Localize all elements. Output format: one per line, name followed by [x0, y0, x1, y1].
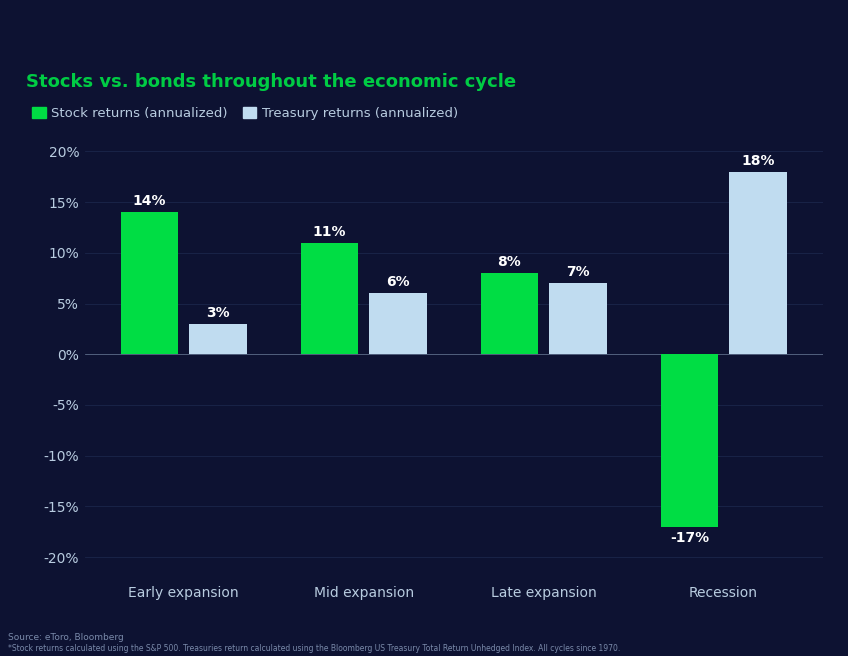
Bar	[301, 243, 359, 354]
Bar	[729, 172, 787, 354]
Bar	[481, 273, 538, 354]
Text: 11%: 11%	[313, 224, 346, 239]
Bar	[120, 213, 178, 354]
Text: 6%: 6%	[386, 276, 410, 289]
Bar	[369, 293, 427, 354]
Bar	[549, 283, 606, 354]
Text: -17%: -17%	[670, 531, 709, 544]
Text: Stocks vs. bonds throughout the economic cycle: Stocks vs. bonds throughout the economic…	[25, 73, 516, 91]
Bar	[189, 324, 247, 354]
Text: 7%: 7%	[566, 265, 589, 279]
Text: Source: eToro, Bloomberg: Source: eToro, Bloomberg	[8, 632, 124, 642]
Bar	[661, 354, 718, 527]
Text: *Stock returns calculated using the S&P 500. Treasuries return calculated using : *Stock returns calculated using the S&P …	[8, 644, 621, 653]
Text: 14%: 14%	[133, 194, 166, 208]
Text: 3%: 3%	[206, 306, 230, 319]
Text: 18%: 18%	[741, 154, 774, 168]
Text: 8%: 8%	[498, 255, 522, 269]
Legend: Stock returns (annualized), Treasury returns (annualized): Stock returns (annualized), Treasury ret…	[32, 106, 458, 119]
